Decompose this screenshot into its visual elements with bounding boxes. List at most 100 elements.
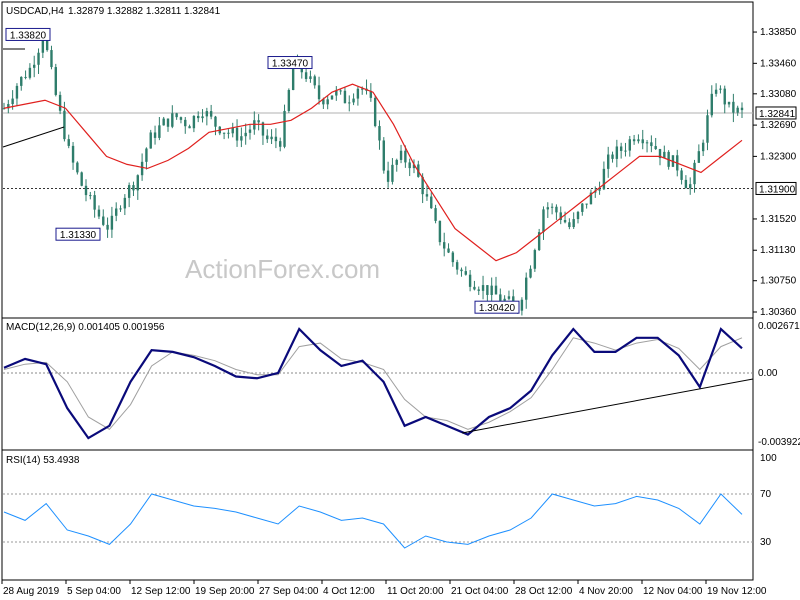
candle-body: [313, 76, 316, 86]
candle-body: [97, 209, 101, 217]
candle-body: [714, 89, 718, 94]
candle-body: [624, 150, 627, 152]
candle-body: [490, 285, 493, 295]
candle-body: [132, 185, 135, 191]
candle-body: [736, 107, 739, 113]
macd-tick-label: -0.003922: [758, 437, 800, 448]
price-panel: [1, 1, 754, 319]
candle-body: [279, 141, 282, 147]
price-annotation-label: 1.33820: [10, 30, 47, 41]
macd-trendline: [461, 378, 754, 434]
candle-body: [192, 115, 196, 129]
candle-body: [378, 126, 381, 141]
candle-body: [572, 219, 575, 228]
price-tick-label: 1.31520: [760, 214, 797, 225]
price-annotation-box: [474, 300, 520, 314]
rsi-panel: [1, 449, 754, 581]
rsi-title: RSI(14) 53.4938: [6, 455, 80, 466]
price-annotation-box: [55, 227, 101, 241]
x-tick-label: 12 Nov 04:00: [643, 586, 703, 597]
candle-body: [304, 72, 308, 79]
macd-tick-label: 0.002671: [758, 321, 800, 332]
price-tick-label: 1.30750: [760, 276, 797, 287]
candle-body: [443, 242, 446, 249]
candle-body: [481, 285, 485, 291]
candle-body: [654, 146, 657, 150]
candle-body: [63, 110, 66, 140]
candle-body: [317, 85, 321, 100]
candle-body: [33, 64, 36, 68]
macd-panel: [1, 317, 754, 451]
candle-body: [58, 94, 62, 111]
candle-body: [477, 289, 480, 291]
candle-body: [525, 277, 528, 300]
candle-body: [222, 132, 226, 134]
candle-body: [330, 95, 334, 100]
price-title: USDCAD,H4: [6, 6, 64, 17]
candle-body: [287, 90, 291, 111]
candle-body: [550, 206, 554, 208]
candle-body: [261, 122, 265, 136]
candle-body: [80, 172, 83, 186]
candle-body: [576, 211, 580, 220]
candle-body: [361, 88, 364, 90]
candle-body: [291, 66, 295, 91]
support-level-box: [755, 181, 797, 195]
candle-body: [658, 149, 662, 159]
candle-body: [2, 108, 6, 110]
candle-body: [408, 162, 411, 169]
candle-body: [244, 132, 247, 137]
candle-body: [93, 195, 96, 210]
x-tick-label: 11 Oct 20:00: [387, 586, 444, 597]
candle-body: [162, 118, 165, 126]
candle-body: [266, 135, 269, 140]
candle-body: [309, 76, 312, 79]
x-tick-label: 12 Sep 12:00: [131, 586, 191, 597]
candle-body: [335, 90, 338, 96]
candle-body: [11, 98, 14, 105]
candle-body: [119, 208, 122, 210]
candle-body: [663, 151, 666, 159]
candle-body: [607, 154, 610, 169]
candle-body: [697, 151, 701, 163]
candle-body: [20, 76, 23, 86]
candle-body: [15, 85, 19, 99]
candle-body: [727, 101, 731, 105]
candle-body: [240, 136, 243, 141]
rsi-tick-label: 100: [760, 453, 777, 464]
candle-body: [102, 216, 105, 225]
candle-body: [140, 161, 144, 176]
candle-body: [348, 102, 351, 104]
x-tick-label: 19 Sep 20:00: [195, 586, 255, 597]
price-tick-label: 1.33460: [760, 58, 797, 69]
candle-body: [537, 232, 541, 251]
candle-body: [520, 299, 524, 311]
candle-body: [701, 142, 705, 152]
x-tick-label: 28 Oct 12:00: [515, 586, 573, 597]
candle-body: [179, 117, 183, 120]
candle-body: [611, 154, 614, 159]
candle-body: [615, 146, 619, 159]
candle-body: [89, 195, 92, 197]
candle-body: [45, 40, 49, 51]
candle-body: [76, 162, 79, 173]
candle-body: [464, 271, 467, 275]
candle-body: [205, 111, 209, 117]
candle-body: [115, 208, 118, 216]
candle-body: [684, 179, 688, 189]
macd-line: [3, 327, 743, 440]
candle-body: [404, 150, 407, 163]
candle-body: [693, 162, 696, 185]
candle-body: [585, 203, 588, 205]
candle-body: [512, 296, 515, 303]
candle-body: [54, 67, 57, 95]
candle-body: [7, 104, 10, 109]
candle-body: [382, 140, 385, 171]
trendline-left: [2, 126, 65, 148]
candle-body: [503, 298, 506, 301]
candle-body: [28, 67, 32, 78]
last-price-label: 1.32841: [759, 109, 796, 120]
candle-body: [533, 250, 537, 269]
candle-body: [563, 220, 567, 223]
price-annotation-box: [267, 56, 313, 70]
